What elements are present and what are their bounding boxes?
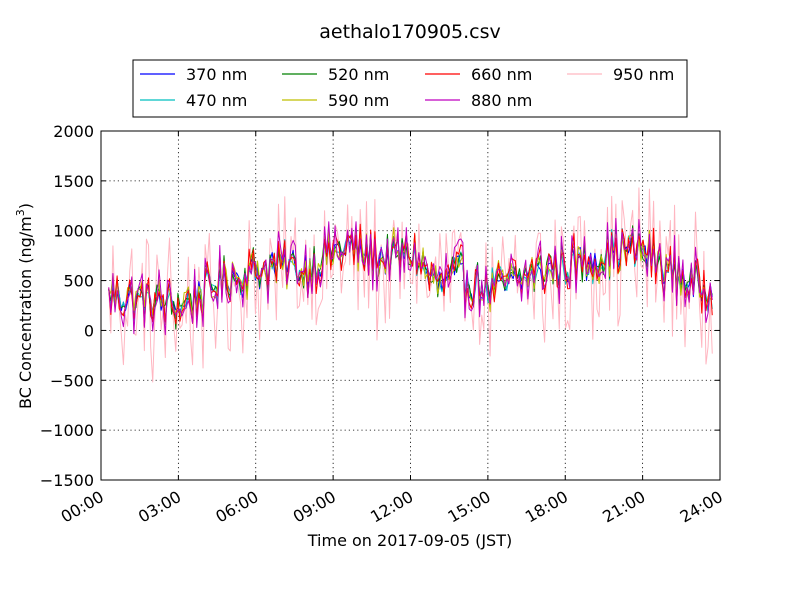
- legend: 370 nm 470 nm 520 nm 590 nm 660 nm 880 nm 950 …: [132, 59, 688, 118]
- series-line-950-nm: [108, 187, 713, 383]
- legend-label: 590 nm: [328, 91, 389, 110]
- y-axis-label-main: BC Concentration (ng/m: [16, 216, 35, 409]
- y-tick-label: 1000: [53, 222, 94, 241]
- y-tick-label: 0: [84, 321, 94, 340]
- series-line-590-nm: [108, 227, 713, 325]
- legend-label: 520 nm: [328, 65, 389, 84]
- series-line-660-nm: [108, 223, 713, 327]
- legend-label: 470 nm: [186, 91, 247, 110]
- legend-label: 660 nm: [471, 65, 532, 84]
- y-axis-label: BC Concentration (ng/m3): [14, 203, 35, 409]
- y-tick-label: −500: [50, 371, 94, 390]
- legend-label: 880 nm: [471, 91, 532, 110]
- series-layer: [108, 187, 713, 383]
- y-tick-label: 500: [63, 272, 94, 291]
- grid-layer: [101, 131, 720, 480]
- y-tick-label: −1000: [40, 421, 94, 440]
- x-axis-label: Time on 2017-09-05 (JST): [307, 531, 512, 550]
- chart-title: aethalo170905.csv: [319, 21, 501, 43]
- y-tick-label: 1500: [53, 172, 94, 191]
- legend-label: 370 nm: [186, 65, 247, 84]
- y-tick-label: −1500: [40, 471, 94, 490]
- legend-entries: 370 nm 470 nm 520 nm 590 nm 660 nm 880 nm 950 …: [140, 65, 674, 110]
- y-axis-label-superscript: 3: [14, 209, 27, 216]
- y-tick-label: 2000: [53, 122, 94, 141]
- y-axis-label-close: ): [16, 203, 35, 209]
- legend-box: [132, 59, 688, 118]
- legend-label: 950 nm: [613, 65, 674, 84]
- series-line-880-nm: [108, 217, 713, 336]
